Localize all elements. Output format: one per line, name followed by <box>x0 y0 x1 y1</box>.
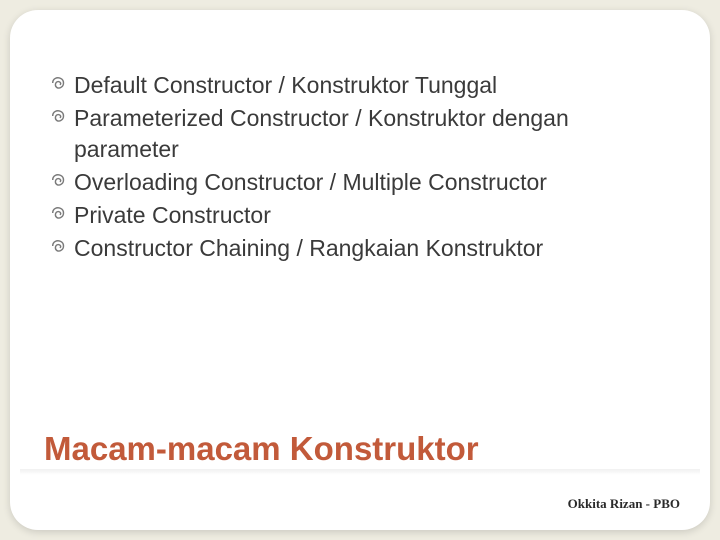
slide-card: Default Constructor / Konstruktor Tungga… <box>10 10 710 530</box>
swirl-bullet-icon <box>50 74 68 92</box>
list-item: Private Constructor <box>50 200 670 231</box>
list-item: Default Constructor / Konstruktor Tungga… <box>50 70 670 101</box>
bullet-text: Private Constructor <box>74 202 271 228</box>
footer-text: Okkita Rizan - PBO <box>568 496 680 512</box>
bullet-text: Overloading Constructor / Multiple Const… <box>74 169 547 195</box>
bullet-text: Parameterized Constructor / Konstruktor … <box>74 105 569 162</box>
swirl-bullet-icon <box>50 204 68 222</box>
bullet-text: Constructor Chaining / Rangkaian Konstru… <box>74 235 543 261</box>
swirl-bullet-icon <box>50 237 68 255</box>
swirl-bullet-icon <box>50 171 68 189</box>
title-underline <box>20 469 700 475</box>
list-item: Overloading Constructor / Multiple Const… <box>50 167 670 198</box>
swirl-bullet-icon <box>50 107 68 125</box>
bullet-list: Default Constructor / Konstruktor Tungga… <box>50 70 670 264</box>
bullet-text: Default Constructor / Konstruktor Tungga… <box>74 72 497 98</box>
list-item: Parameterized Constructor / Konstruktor … <box>50 103 670 165</box>
slide-title: Macam-macam Konstruktor <box>44 430 479 468</box>
list-item: Constructor Chaining / Rangkaian Konstru… <box>50 233 670 264</box>
